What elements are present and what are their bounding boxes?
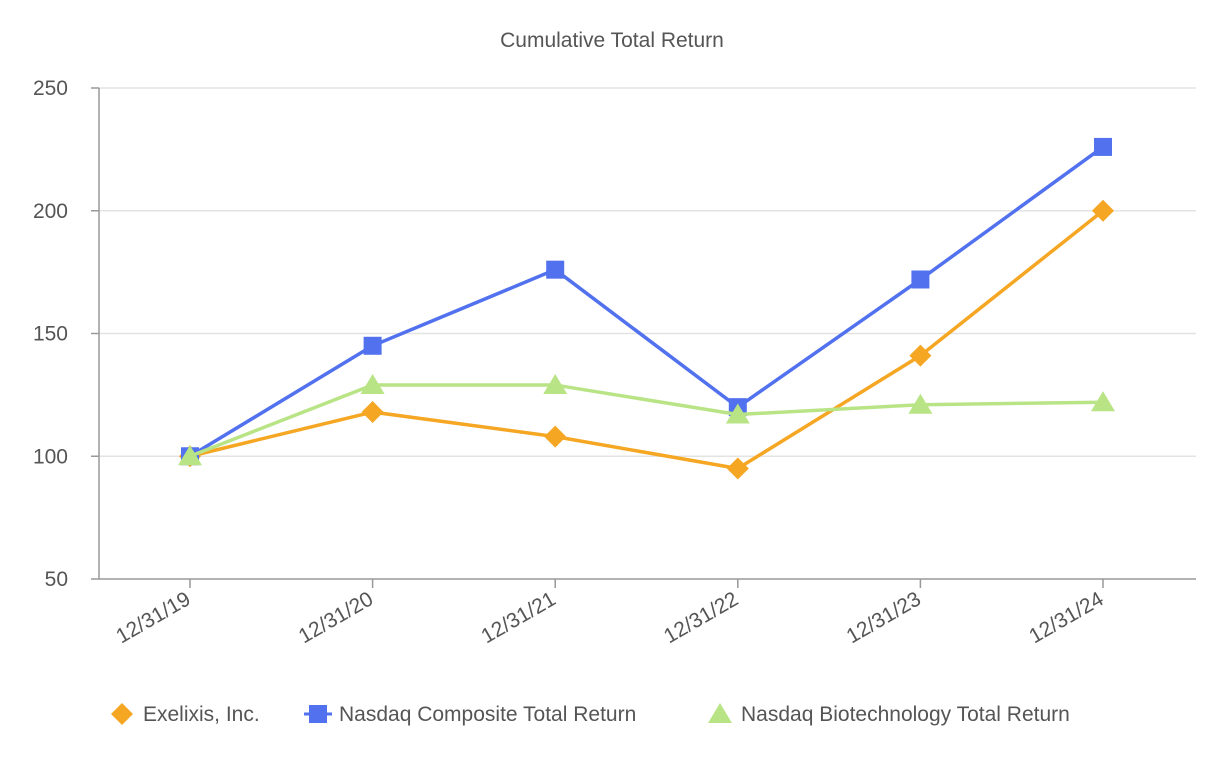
legend-item: Nasdaq Biotechnology Total Return	[708, 703, 1070, 726]
x-tick-label: 12/31/19	[112, 587, 194, 648]
series-layer	[178, 137, 1115, 480]
legend: Exelixis, Inc. Nasdaq Composite Total Ret…	[111, 703, 1070, 726]
data-point-marker	[726, 457, 749, 480]
data-point-marker	[543, 374, 568, 395]
x-tick-label: 12/31/21	[477, 587, 559, 648]
legend-label: Exelixis, Inc.	[143, 703, 260, 726]
y-tick-label: 250	[33, 77, 68, 100]
data-point-marker	[1094, 137, 1112, 156]
x-tick-label: 12/31/22	[660, 587, 742, 648]
y-tick-label: 50	[45, 568, 68, 591]
series-line	[189, 383, 1104, 458]
data-point-marker	[178, 445, 202, 466]
data-point-marker	[1091, 391, 1115, 412]
data-point-marker	[909, 344, 932, 367]
series-1	[181, 137, 1112, 466]
legend-marker	[111, 703, 133, 725]
series-line	[189, 145, 1105, 458]
x-tick-label: 12/31/23	[843, 587, 925, 648]
legend-marker	[309, 705, 327, 723]
y-tick-label: 150	[33, 323, 68, 346]
x-tick-label: 12/31/20	[295, 587, 377, 648]
y-tick-label: 200	[33, 200, 68, 223]
data-point-marker	[908, 393, 933, 414]
grid-layer	[99, 87, 1196, 457]
axis-layer: 50 100 150 200 250 12/31/19 12/31/20 12/31/21 12…	[33, 77, 1196, 648]
data-point-marker	[544, 425, 567, 448]
legend-item: Nasdaq Composite Total Return	[304, 703, 636, 726]
data-point-marker	[361, 401, 384, 424]
data-point-marker	[360, 374, 385, 395]
legend-label: Nasdaq Biotechnology Total Return	[741, 703, 1070, 726]
legend-item: Exelixis, Inc.	[111, 703, 260, 726]
data-point-marker	[1092, 199, 1114, 222]
x-tick-label: 12/31/24	[1025, 587, 1108, 648]
series-line	[189, 209, 1105, 471]
data-point-marker	[546, 260, 565, 279]
y-tick-label: 100	[33, 445, 68, 468]
chart-title: Cumulative Total Return	[500, 29, 724, 52]
data-point-marker	[911, 270, 930, 289]
legend-marker	[708, 703, 732, 723]
series-2	[178, 374, 1115, 466]
legend-label: Nasdaq Composite Total Return	[339, 703, 636, 726]
data-point-marker	[363, 336, 382, 355]
data-point-marker	[725, 403, 750, 424]
